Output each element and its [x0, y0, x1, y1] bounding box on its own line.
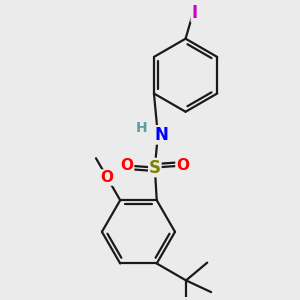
Text: O: O	[176, 158, 189, 173]
Text: O: O	[100, 170, 114, 185]
Text: I: I	[191, 4, 197, 22]
Text: N: N	[154, 126, 168, 144]
Text: H: H	[136, 121, 148, 135]
Text: O: O	[121, 158, 134, 173]
Text: S: S	[149, 158, 161, 176]
